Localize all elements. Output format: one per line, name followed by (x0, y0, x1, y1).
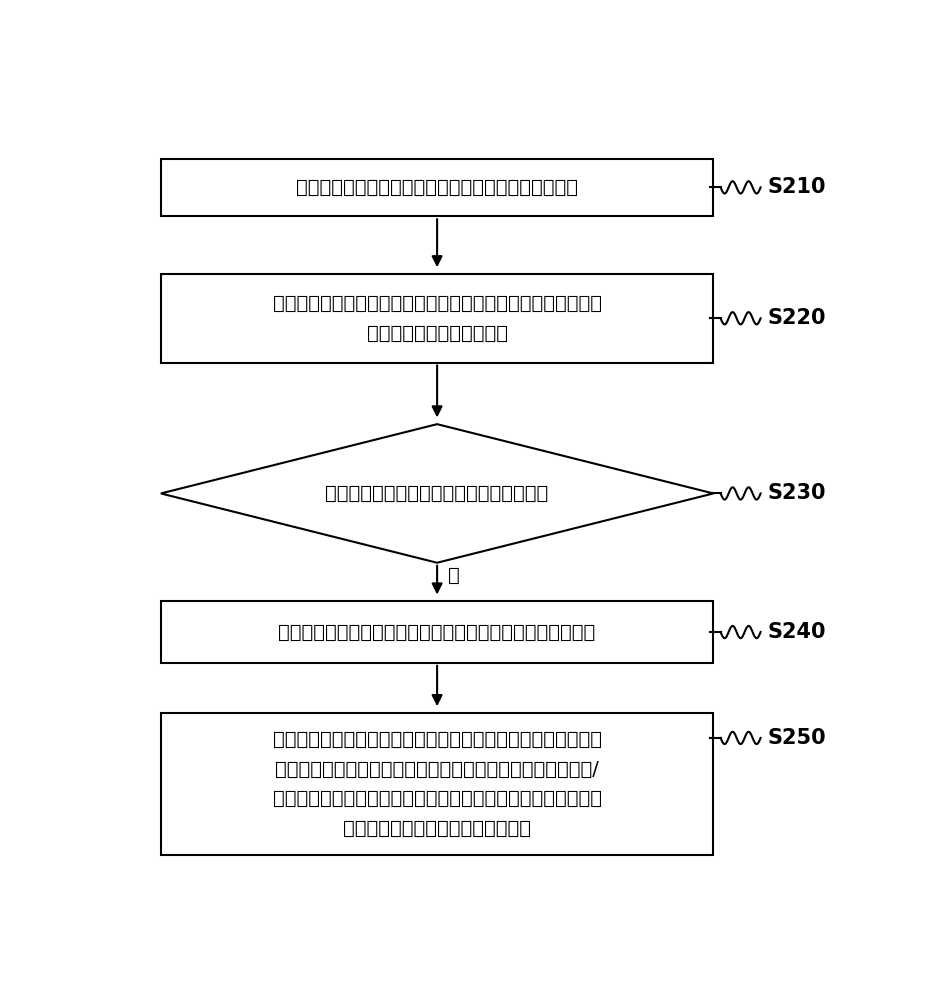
Bar (161, 274, 713, 363)
Text: S220: S220 (768, 308, 826, 328)
Text: S230: S230 (768, 483, 826, 503)
Text: 否: 否 (448, 566, 460, 585)
Text: 采集触及到可穿戴设备的图像采集区域的触摸物的图像: 采集触及到可穿戴设备的图像采集区域的触摸物的图像 (296, 178, 578, 197)
Text: 监测所述指纹信息对应的触摸物与所述可穿戴设备的接触时间: 监测所述指纹信息对应的触摸物与所述可穿戴设备的接触时间 (279, 623, 596, 642)
Bar (161, 601, 713, 663)
Text: 判断所述指纹信息是否在预设指纹信息库中: 判断所述指纹信息是否在预设指纹信息库中 (325, 484, 549, 503)
Text: 当所述时间大于预设时间阈值时，则控制所述可穿戴设备发出报
警语音，其中，所述报警语音的分贝值大于预设分贝阈值；和/
或控制所述可穿戴设备以预设振动频率振动，并向: 当所述时间大于预设时间阈值时，则控制所述可穿戴设备发出报 警语音，其中，所述报警… (273, 730, 601, 838)
Text: 确定所述图像中是否存在指纹的图像，如果存在则识别所述指纹
的图像得到对应的指纹信息: 确定所述图像中是否存在指纹的图像，如果存在则识别所述指纹 的图像得到对应的指纹信… (273, 294, 601, 343)
Polygon shape (161, 424, 713, 563)
Text: S210: S210 (768, 177, 826, 197)
Bar (161, 713, 713, 855)
Text: S250: S250 (768, 728, 826, 748)
Bar (161, 158, 713, 216)
Text: S240: S240 (768, 622, 826, 642)
